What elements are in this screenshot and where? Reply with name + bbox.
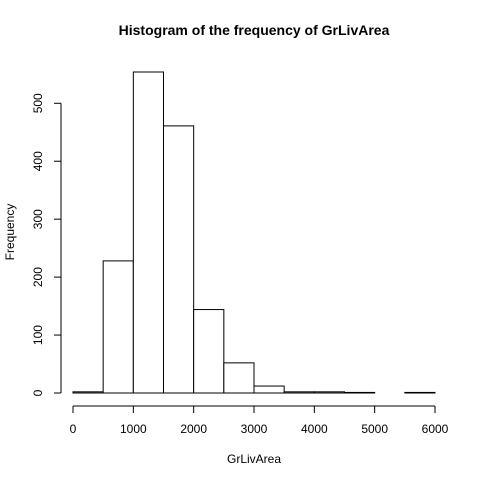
- x-tick-label: 2000: [180, 422, 207, 436]
- x-tick-label: 0: [70, 422, 77, 436]
- y-tick-label: 300: [31, 209, 45, 229]
- histogram-bar-5: [223, 362, 255, 394]
- y-tick-label: 0: [31, 389, 45, 396]
- y-axis-label: Frequency: [3, 204, 17, 261]
- x-tick-label: 4000: [301, 422, 328, 436]
- histogram-bar-11: [404, 391, 436, 394]
- histogram-bar-2: [132, 71, 164, 394]
- y-axis: 0 100 200 300 400 500: [31, 93, 62, 396]
- histogram-bar-1: [102, 260, 134, 394]
- histogram-bar-8: [313, 391, 346, 394]
- histogram-bar-4: [193, 309, 225, 394]
- histogram-bar-3: [163, 125, 195, 394]
- histogram-bar-0: [72, 391, 104, 394]
- x-tick-label: 1000: [120, 422, 147, 436]
- histogram-bar-9: [344, 391, 376, 394]
- x-tick-label: 3000: [241, 422, 268, 436]
- chart-title: Histogram of the frequency of GrLivArea: [119, 22, 390, 38]
- histogram-bar-6: [253, 385, 285, 394]
- bars-group: [72, 71, 436, 394]
- y-tick-label: 100: [31, 325, 45, 345]
- y-tick-label: 400: [31, 151, 45, 171]
- histogram-bar-7: [283, 391, 315, 394]
- x-axis: 0 1000 2000 3000 4000 5000 6000: [70, 405, 449, 436]
- x-tick-label: 5000: [361, 422, 388, 436]
- x-axis-label: GrLivArea: [227, 452, 281, 466]
- x-tick-label: 6000: [422, 422, 449, 436]
- y-tick-label: 200: [31, 267, 45, 287]
- y-tick-label: 500: [31, 93, 45, 113]
